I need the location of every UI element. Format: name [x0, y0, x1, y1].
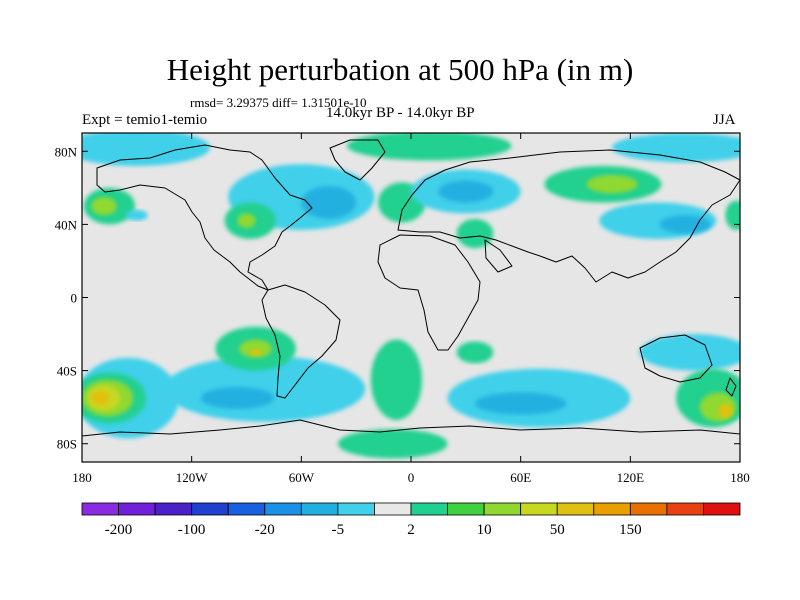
y-tick-label: 80N — [55, 144, 78, 159]
y-tick-label: 40N — [55, 217, 78, 232]
x-tick-label: 180 — [72, 470, 92, 485]
colorbar-swatch — [191, 502, 229, 516]
y-axis: 80N 40N 0 40S 80S — [55, 144, 740, 452]
y-tick-label: 0 — [71, 291, 78, 306]
region-na-trough-core — [301, 186, 357, 219]
x-tick-label: 180 — [730, 470, 750, 485]
colorbar-swatch — [556, 502, 595, 516]
experiment-label: Expt = temio1-temio — [82, 112, 208, 128]
colorbar-swatch — [337, 502, 375, 516]
colorbar-label: 10 — [477, 522, 492, 538]
coast-arabia — [484, 239, 513, 273]
coast-north-america — [96, 144, 313, 291]
region-chile-ridge-core — [239, 339, 273, 358]
region-sa-trough-core — [200, 387, 274, 409]
region-ne-pacific-ridge-core — [91, 196, 117, 216]
colorbar-swatch — [629, 502, 668, 516]
x-tick-label: 60W — [289, 470, 315, 485]
colorbar-swatch — [118, 502, 156, 516]
region-aleutian-trough — [125, 209, 148, 221]
x-tick-label: 120W — [176, 470, 209, 485]
colorbar-swatch — [154, 502, 193, 516]
colorbar-swatch — [374, 502, 412, 516]
region-nz-ridge-peak — [718, 403, 733, 419]
region-east-trough-sw-pac — [639, 334, 740, 371]
season-label: JJA — [713, 112, 736, 128]
y-tick-label: 40S — [57, 364, 77, 379]
coast-africa — [377, 234, 481, 351]
x-axis: 180 120W 60W 0 60E 120E 180 — [72, 133, 750, 485]
colorbar-label: -20 — [255, 522, 275, 538]
y-tick-label: 80S — [57, 437, 77, 452]
colorbar-swatch — [593, 502, 631, 516]
colorbar-label: 150 — [619, 522, 642, 538]
coast-new-zealand — [725, 377, 737, 397]
region-na-west-ridge-core — [237, 213, 256, 229]
coast-greenland — [329, 139, 386, 181]
region-south-pacific-ridge-peak — [91, 390, 110, 406]
colorbar-label: -100 — [178, 522, 206, 538]
coast-south-america — [261, 284, 341, 399]
colorbar-swatch — [520, 502, 558, 516]
x-tick-label: 60E — [510, 470, 531, 485]
coastlines — [82, 139, 740, 437]
coast-australia — [639, 334, 713, 383]
region-arctic-trough-east — [612, 133, 740, 163]
colorbar-swatch — [447, 502, 485, 516]
colorbar-label: 50 — [550, 522, 565, 538]
colorbar-swatch — [227, 502, 266, 516]
colorbar-swatch — [81, 502, 119, 516]
x-tick-label: 120E — [617, 470, 645, 485]
region-siberia-ridge-core — [586, 175, 638, 194]
x-tick-label: 0 — [408, 470, 415, 485]
coast-eurasia — [397, 149, 740, 283]
stats-line: rmsd= 3.29375 diff= 1.31501e-10 — [190, 95, 367, 110]
region-caspian-ridge — [456, 218, 494, 249]
region-arctic-trough-west — [82, 133, 210, 166]
region-chile-ridge-peak — [250, 348, 262, 356]
coast-antarctica — [82, 419, 740, 437]
colorbar-swatch — [666, 502, 704, 516]
colorbar-label: 2 — [407, 522, 415, 538]
colorbar-swatch — [300, 502, 339, 516]
plot-title: Height perturbation at 500 hPa (in m) — [166, 52, 634, 87]
region-se-atlantic-ridge — [456, 341, 494, 364]
region-indian-trough-core — [474, 392, 567, 415]
period-label: 14.0kyr BP - 14.0kyr BP — [326, 105, 475, 121]
colorbar-swatch — [703, 502, 741, 516]
region-eurasia-trough-core — [438, 180, 494, 203]
region-arctic-ridge — [347, 133, 512, 161]
colorbar-label: -200 — [105, 522, 133, 538]
region-atlantic-ridge-south — [370, 339, 422, 420]
colorbar-swatch — [483, 502, 522, 516]
colorbar-swatch — [264, 502, 302, 516]
colorbar: -200 -100 -20 -5 2 10 50 150 — [81, 502, 741, 538]
region-east-asia-trough-core — [659, 215, 711, 234]
colorbar-swatch — [410, 502, 448, 516]
colorbar-label: -5 — [332, 522, 345, 538]
region-antarctic-ridge — [337, 429, 448, 459]
region-nw-pacific-ridge — [725, 200, 740, 230]
